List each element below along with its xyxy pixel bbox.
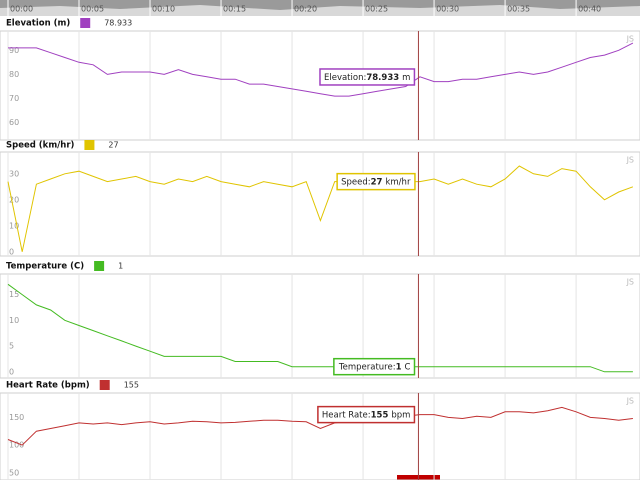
tooltip: Temperature:1 C	[333, 357, 416, 376]
time-tick-label: 00:30	[436, 5, 459, 14]
chart-title: Heart Rate (bpm)	[6, 381, 90, 391]
current-value: 27	[108, 141, 118, 150]
series-line	[8, 42, 634, 97]
tooltip-text: Heart Rate:155 bpm	[322, 410, 411, 420]
legend-swatch	[94, 261, 105, 271]
tooltip-label: Speed:	[341, 177, 371, 187]
time-tick-label: 00:35	[507, 5, 530, 14]
y-tick-label: 15	[9, 290, 19, 299]
tooltip-label: Temperature:	[338, 362, 396, 372]
time-tick-label: 00:40	[578, 5, 601, 14]
plot-area	[0, 30, 640, 141]
plot-area	[0, 392, 640, 480]
tooltip-unit: C	[405, 362, 411, 372]
legend-swatch	[84, 140, 95, 150]
tooltip-text: Elevation:78.933 m	[324, 72, 410, 82]
tooltip-label: Elevation:	[324, 72, 366, 82]
y-tick-label: 0	[9, 367, 14, 376]
plot-area	[0, 273, 640, 379]
chart-title: Elevation (m)	[6, 19, 70, 29]
y-tick-label: 10	[9, 221, 19, 230]
y-tick-label: 5	[9, 342, 14, 351]
y-tick-label: 30	[9, 169, 19, 178]
tooltip-value: 155	[371, 410, 389, 420]
tooltip-value: 78.933	[366, 72, 399, 82]
navigator-overview	[0, 0, 640, 10]
tooltip-text: Temperature:1 C	[338, 362, 411, 372]
watermark: JS	[626, 35, 634, 44]
y-tick-label: 50	[9, 468, 19, 477]
y-tick-label: 100	[9, 441, 24, 450]
tooltip-label: Heart Rate:	[322, 410, 371, 420]
tooltip-box	[319, 68, 416, 86]
y-tick-label: 80	[9, 70, 19, 79]
watermark: JS	[626, 397, 634, 406]
watermark: JS	[626, 156, 634, 165]
tooltip-box	[333, 357, 416, 376]
y-tick-label: 70	[9, 94, 19, 103]
series-line	[7, 283, 633, 373]
series-line	[7, 406, 633, 446]
chart-title: Speed (km/hr)	[6, 141, 75, 151]
time-tick-label: 00:05	[81, 5, 104, 14]
tooltip: Heart Rate:155 bpm	[317, 405, 416, 424]
legend-swatch	[80, 18, 91, 28]
y-tick-label: 20	[9, 195, 19, 204]
tooltip-unit: m	[402, 72, 410, 82]
tooltip-box	[317, 405, 416, 424]
current-value: 1	[118, 262, 123, 271]
time-tick-label: 00:15	[223, 5, 246, 14]
tooltip: Speed:27 km/hr	[336, 172, 416, 191]
time-tick-label: 00:25	[365, 5, 388, 14]
time-tick-label: 00:20	[294, 5, 317, 14]
y-tick-label: 150	[9, 413, 24, 422]
tooltip-unit: bpm	[391, 410, 410, 420]
tooltip-value: 1	[396, 362, 402, 372]
current-value: 78.933	[104, 19, 132, 28]
current-value: 155	[124, 381, 139, 390]
time-tick-label: 00:00	[10, 5, 33, 14]
tooltip-text: Speed:27 km/hr	[341, 177, 411, 187]
time-tick-label: 00:10	[152, 5, 175, 14]
y-tick-label: 90	[9, 46, 19, 55]
tooltip-box	[336, 172, 416, 191]
tooltip-unit: km/hr	[385, 177, 410, 187]
y-tick-label: 10	[9, 316, 19, 325]
legend-swatch	[99, 380, 110, 390]
y-tick-label: 0	[9, 247, 14, 256]
chart-title: Temperature (C)	[6, 262, 84, 272]
watermark: JS	[626, 278, 634, 287]
tooltip-value: 27	[371, 177, 383, 187]
series-line	[7, 165, 634, 252]
tooltip: Elevation:78.933 m	[319, 68, 416, 86]
y-tick-label: 60	[9, 118, 19, 127]
plot-area	[0, 151, 640, 257]
